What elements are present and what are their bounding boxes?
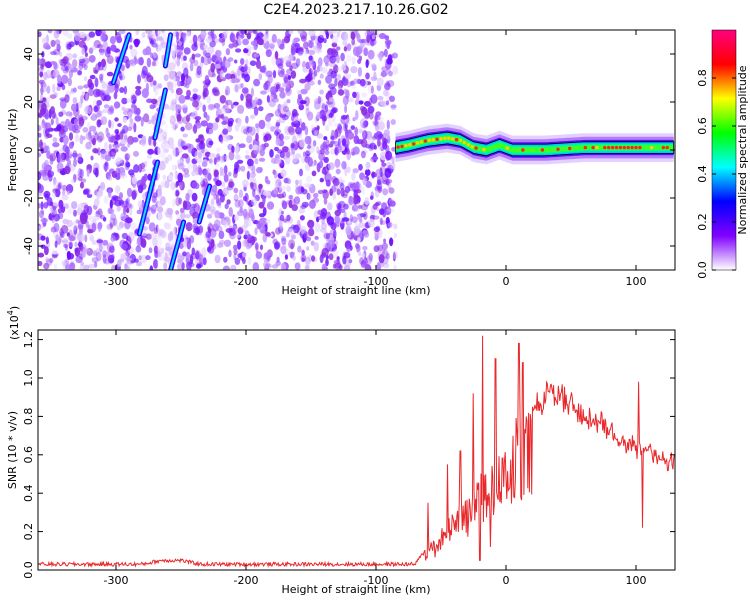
snr-x-tick-label: -200 [234, 574, 259, 587]
spectrogram-y-tick-label: 0 [22, 147, 35, 154]
spectrogram-ridge-peak [419, 140, 424, 144]
spectrogram-gap [157, 30, 176, 270]
spectrogram-y-tick-label: -40 [22, 237, 35, 255]
snr-line [38, 335, 675, 568]
spectrogram-ridge-peak [454, 137, 459, 142]
spectrogram-ridge-peak [474, 146, 478, 150]
spectrogram-x-tick-label: 0 [503, 275, 510, 288]
colorbar-gradient [711, 29, 737, 271]
spectrogram-ridge-peak [396, 145, 400, 149]
spectrogram-ridge-peak [603, 145, 607, 150]
spectrogram-streak-core [138, 161, 159, 235]
spectrogram-x-tick-label: -100 [364, 275, 389, 288]
spectrogram-ridge-peak [622, 145, 626, 150]
spectrogram-ridge-peak [443, 136, 447, 141]
snr-y-tick-label: 0.0 [22, 561, 35, 579]
spectrogram-streak-core [112, 33, 130, 84]
spectrogram-ridge-peak [470, 145, 474, 149]
spectrogram-ridge-peak [665, 145, 669, 150]
spectrogram-ridge-peak [568, 146, 572, 151]
snr-y-tick-label: 0.6 [22, 446, 35, 464]
spectrogram-x-tick-label: 100 [626, 275, 647, 288]
spectrogram-ridge-peak [618, 145, 623, 150]
spectrogram-ridge-peak [638, 145, 642, 150]
spectrogram-ridge-peak [400, 144, 404, 149]
spectrogram-ridge-peak [482, 147, 486, 152]
spectrogram-ridge-peak [607, 145, 611, 150]
spectrogram-ridge-peak [649, 145, 654, 150]
spectrogram-ridge-peak [408, 143, 412, 147]
spectrogram-streak-core [198, 185, 211, 223]
snr-x-axis-label: Height of straight line (km) [281, 583, 430, 596]
colorbar-tick-label: 0.0 [696, 261, 709, 279]
snr-x-tick-label: 0 [503, 574, 510, 587]
spectrogram-ridge-peak [630, 145, 634, 150]
snr-y-tick-label: 0.2 [22, 523, 35, 541]
spectrogram-ridge-peak [451, 137, 455, 141]
spectrogram-y-axis-label: Frequency (Hz) [6, 109, 19, 192]
spectrogram-ridge-peak [556, 147, 560, 151]
spectrogram-ridge-peak [447, 136, 451, 140]
spectrogram-streak-core [164, 33, 172, 67]
figure-title: C2E4.2023.217.10.26.G02 [263, 2, 448, 18]
spectrogram-ridge-peak [521, 148, 525, 152]
snr-frame [37, 329, 676, 571]
spectrogram-ridge-peak [423, 139, 428, 143]
snr-y-axis-label: SNR (10 * v/v) [6, 411, 19, 489]
spectrogram-ridge-peak [466, 143, 470, 147]
spectrogram-y-tick-label: -20 [22, 189, 35, 207]
spectrogram-y-tick-label: 40 [22, 47, 35, 61]
spectrogram-streak-core [169, 221, 185, 270]
spectrogram-ridge-peak [439, 137, 443, 141]
spectrogram-ridge-peak [661, 145, 665, 150]
spectrogram-ridge-peak [458, 138, 463, 143]
spectrogram-ridge-peak [591, 145, 595, 150]
spectrogram-ridge-peak [435, 137, 439, 141]
colorbar-tick-label: 0.2 [696, 213, 709, 231]
snr-x-tick-label: -100 [364, 574, 389, 587]
snr-x-tick-label: -300 [104, 574, 129, 587]
snr-multiplier: (x104) [6, 306, 21, 340]
snr-x-tick-label: 100 [626, 574, 647, 587]
snr-y-tick-label: 0.8 [22, 408, 35, 426]
spectrogram-ridge-peak [583, 145, 587, 150]
spectrogram-ridge-peak [626, 145, 630, 150]
spectrogram-x-axis-label: Height of straight line (km) [281, 284, 430, 297]
spectrogram-ridge-peak [427, 138, 431, 142]
snr-y-tick-label: 1.2 [22, 331, 35, 349]
spectrogram-ridge-peak [614, 145, 619, 150]
spectrogram-streak-core [154, 89, 167, 139]
spectrogram-ridge-peak [431, 138, 435, 142]
spectrogram-ridge-peak [634, 145, 638, 150]
snr-chart: -300 -200 -100 0 100 0.0 0.2 0.4 0.6 0.8 1.0 1.2 He… [6, 306, 676, 596]
colorbar-label: Normalized spectral amplitude [736, 65, 749, 234]
spectrogram-ridge-peak [415, 141, 420, 145]
spectrogram-ridge-outline [395, 131, 675, 157]
snr-multiplier-exp: 4 [6, 310, 15, 315]
snr-y-tick-label: 1.0 [22, 369, 35, 387]
spectrogram-ridge-peak [540, 148, 545, 152]
spectrogram-noise [38, 30, 399, 270]
spectrogram-ridge-peak [462, 140, 467, 145]
snr-y-tick-label: 0.4 [22, 484, 35, 502]
colorbar: 0.0 0.2 0.4 0.6 0.8 Normalized spectral ampl… [696, 29, 749, 279]
spectrogram-ridge-peak [610, 145, 615, 150]
spectrogram-ridge-peak [505, 146, 509, 150]
spectrogram-ridge-peak [412, 142, 416, 146]
spectrogram-x-tick-label: -200 [234, 275, 259, 288]
spectrogram-y-tick-label: 20 [22, 95, 35, 109]
spectrogram-x-tick-label: -300 [104, 275, 129, 288]
spectrogram-ridge-peak [404, 143, 408, 148]
colorbar-tick-label: 0.8 [696, 69, 709, 87]
colorbar-tick-label: 0.4 [696, 165, 709, 183]
svg-text:(x104): (x104) [6, 306, 21, 340]
spectrogram-ridge-peak [595, 145, 599, 150]
snr-multiplier-base: (x10 [8, 315, 21, 340]
colorbar-tick-label: 0.6 [696, 117, 709, 135]
